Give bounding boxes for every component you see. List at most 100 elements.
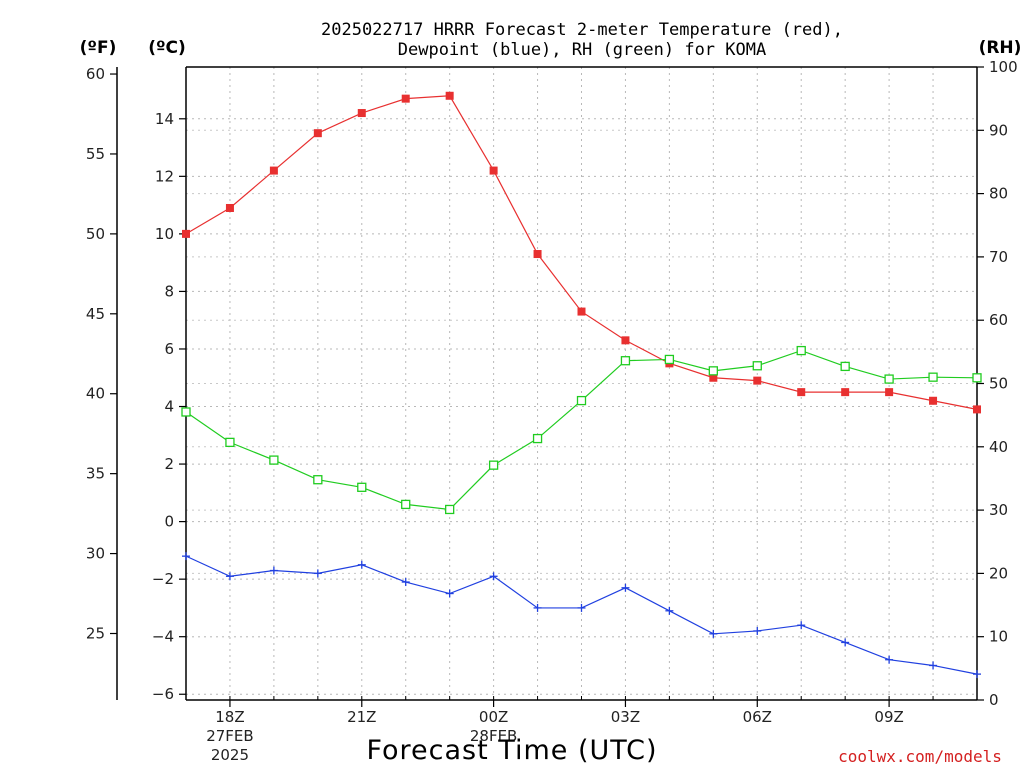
rh-point — [445, 504, 455, 515]
x-tick-label: 00Z — [479, 708, 508, 726]
dewpoint-point — [357, 560, 366, 569]
dewpoint-point — [401, 578, 410, 587]
fahrenheit-tick-label: 50 — [86, 225, 105, 243]
dewpoint-point — [709, 629, 718, 638]
chart-title-line-2: Dewpoint (blue), RH (green) for KOMA — [398, 40, 766, 60]
temperature-point — [929, 396, 938, 405]
rh-tick-label: 70 — [989, 248, 1008, 266]
x-tick-date-label: 2025 — [211, 746, 249, 764]
rh-tick-label: 50 — [989, 375, 1008, 393]
temperature-point — [753, 376, 762, 385]
celsius-tick-label: −6 — [152, 685, 174, 703]
celsius-tick-label: 14 — [155, 110, 174, 128]
rh-point — [313, 475, 323, 485]
rh-tick-label: 10 — [989, 628, 1008, 646]
rh-point — [488, 460, 499, 470]
rh-point — [225, 437, 235, 448]
temperature-point — [269, 166, 278, 175]
rh-point — [928, 372, 938, 382]
dewpoint-point — [841, 638, 850, 647]
fahrenheit-unit-label: (ºF) — [80, 38, 117, 58]
dewpoint-point — [533, 603, 542, 612]
dewpoint-point — [577, 603, 586, 612]
fahrenheit-tick-label: 60 — [86, 65, 105, 83]
temperature-point — [401, 94, 410, 103]
temperature-point — [489, 166, 498, 175]
fahrenheit-tick-label: 55 — [86, 145, 105, 163]
rh-point — [401, 499, 411, 510]
temperature-point — [841, 388, 850, 397]
temperature-point — [445, 91, 454, 100]
rh-point — [620, 356, 631, 366]
rh-point — [576, 395, 587, 406]
dewpoint-point — [929, 661, 938, 670]
dewpoint-point — [665, 606, 674, 615]
celsius-tick-label: 4 — [164, 398, 174, 416]
celsius-tick-label: 0 — [164, 513, 174, 531]
dewpoint-point — [182, 552, 190, 561]
rh-tick-label: 30 — [989, 501, 1008, 519]
temperature-point — [885, 388, 894, 397]
x-tick-date-label: 28FEB — [470, 727, 517, 745]
temperature-point — [621, 336, 630, 345]
rh-point — [357, 482, 367, 492]
rh-point — [532, 433, 543, 444]
temperature-point — [973, 405, 981, 414]
x-tick-label: 09Z — [874, 708, 903, 726]
celsius-tick-label: 2 — [164, 455, 174, 473]
rh-tick-label: 20 — [989, 564, 1008, 582]
celsius-unit-label: (ºC) — [148, 38, 186, 58]
dewpoint-point — [753, 626, 762, 635]
axes: −6 −4 −2 0 2 4 6 8 10 12 14 25 30 35 40 45 50 55 60 0 10 20 30… — [86, 58, 1018, 764]
x-tick-date-label: 27FEB — [206, 727, 253, 745]
celsius-tick-label: 10 — [155, 225, 174, 243]
series-lines — [181, 91, 982, 679]
fahrenheit-tick-label: 40 — [86, 385, 105, 403]
rh-point — [972, 373, 982, 383]
rh-point — [796, 345, 806, 356]
temperature-point — [357, 109, 366, 118]
temperature-point — [709, 373, 718, 382]
fahrenheit-tick-label: 25 — [86, 625, 105, 643]
rh-point — [708, 366, 718, 376]
chart-title-line-1: 2025022717 HRRR Forecast 2-meter Tempera… — [321, 20, 843, 40]
dewpoint-point — [885, 655, 894, 664]
x-tick-label: 18Z — [215, 708, 244, 726]
temperature-point — [225, 203, 234, 212]
temperature-point — [533, 250, 542, 259]
rh-tick-label: 80 — [989, 185, 1008, 203]
rh-tick-label: 40 — [989, 438, 1008, 456]
rh-point — [181, 407, 191, 417]
dewpoint-point — [313, 569, 322, 578]
celsius-tick-label: 6 — [164, 340, 174, 358]
temperature-point — [182, 229, 190, 238]
rh-point — [840, 361, 850, 372]
rh-point — [269, 455, 279, 465]
temperature-point — [797, 388, 806, 397]
rh-tick-label: 0 — [989, 691, 999, 709]
dewpoint-point — [797, 621, 806, 630]
rh-unit-label: (RH) — [979, 38, 1022, 58]
dewpoint-point — [973, 670, 981, 679]
credit-text: coolwx.com/models — [838, 747, 1002, 766]
fahrenheit-tick-label: 30 — [86, 545, 105, 563]
x-axis-label: Forecast Time (UTC) — [366, 735, 657, 766]
dewpoint-point — [621, 583, 630, 592]
rh-point — [884, 374, 894, 384]
fahrenheit-tick-label: 35 — [86, 465, 105, 483]
dewpoint-point — [225, 572, 234, 581]
rh-point — [752, 361, 762, 371]
dewpoint-point — [445, 589, 454, 598]
celsius-tick-label: 8 — [164, 282, 174, 300]
rh-tick-label: 90 — [989, 121, 1008, 139]
dewpoint-point — [489, 572, 498, 581]
fahrenheit-tick-label: 45 — [86, 305, 105, 323]
temperature-point — [577, 307, 586, 316]
temperature-point — [313, 129, 322, 138]
x-tick-label: 21Z — [347, 708, 376, 726]
rh-tick-label: 100 — [989, 58, 1018, 76]
dewpoint-point — [269, 566, 278, 575]
x-tick-label: 06Z — [743, 708, 772, 726]
celsius-tick-label: −4 — [152, 628, 174, 646]
